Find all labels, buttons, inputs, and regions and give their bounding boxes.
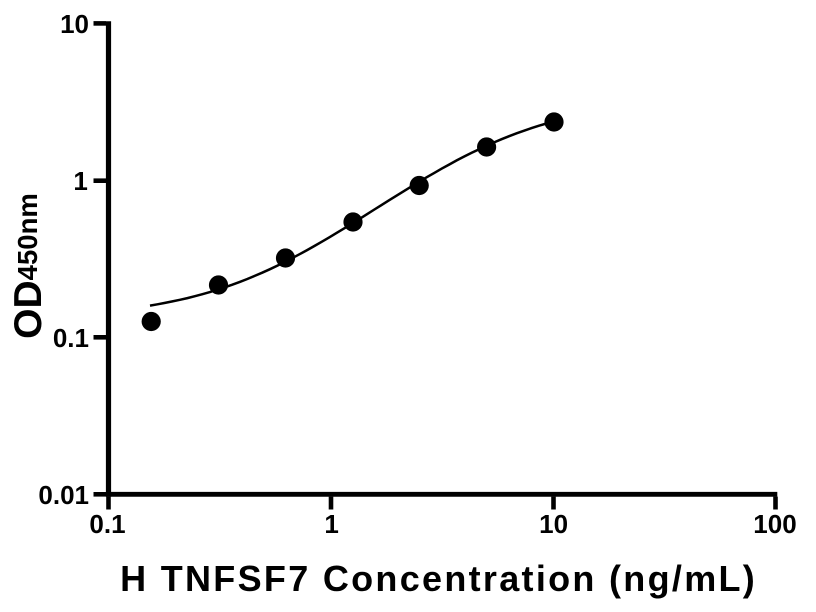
svg-text:1: 1 bbox=[324, 509, 338, 539]
svg-text:10: 10 bbox=[539, 509, 568, 539]
svg-text:0.01: 0.01 bbox=[38, 480, 89, 510]
svg-text:OD450nm: OD450nm bbox=[7, 193, 50, 339]
svg-text:100: 100 bbox=[753, 509, 796, 539]
svg-text:0.1: 0.1 bbox=[53, 323, 89, 353]
svg-text:H TNFSF7 Concentration (ng/mL): H TNFSF7 Concentration (ng/mL) bbox=[120, 558, 757, 599]
svg-text:10: 10 bbox=[60, 9, 89, 39]
svg-text:0.1: 0.1 bbox=[89, 509, 125, 539]
svg-text:1: 1 bbox=[73, 166, 87, 196]
